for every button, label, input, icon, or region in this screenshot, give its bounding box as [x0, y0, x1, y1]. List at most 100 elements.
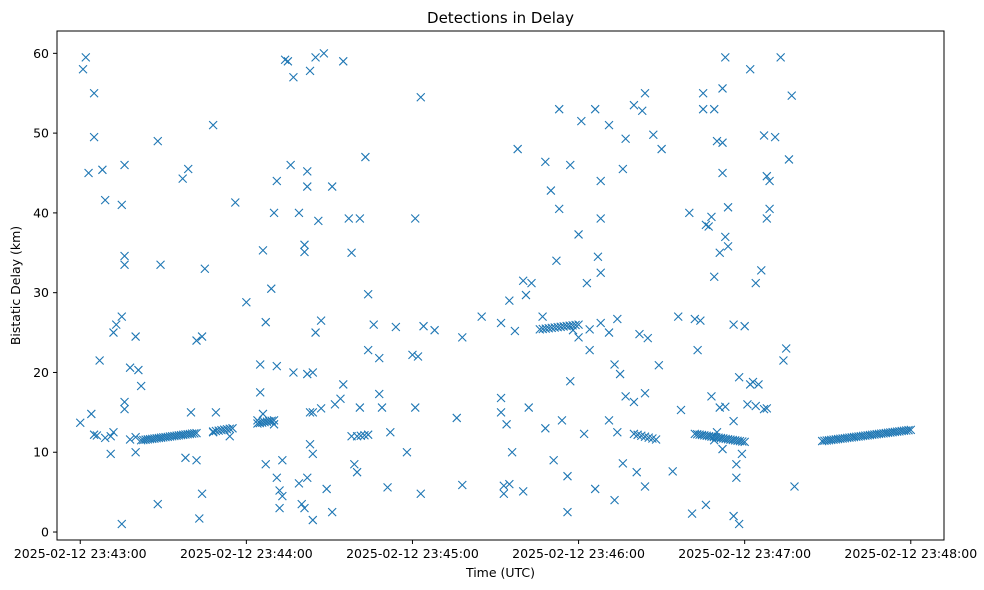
detection-marker: [718, 84, 727, 93]
detection-marker: [643, 333, 653, 343]
detection-marker: [737, 449, 747, 459]
detection-marker: [704, 222, 714, 231]
detection-marker: [635, 329, 644, 339]
detection-marker: [120, 251, 129, 261]
detection-marker: [81, 52, 91, 62]
detection-marker: [134, 365, 143, 375]
detection-marker: [225, 431, 235, 441]
data-markers: [75, 48, 916, 529]
detection-marker: [723, 242, 733, 251]
detection-marker: [657, 144, 667, 154]
detection-marker: [228, 423, 237, 433]
detection-marker: [330, 399, 340, 409]
detection-marker: [211, 407, 221, 417]
detection-marker: [709, 104, 719, 114]
detection-marker: [734, 372, 744, 382]
detection-marker: [549, 455, 559, 465]
detection-marker: [651, 435, 661, 444]
x-tick-label: 2025-02-12 23:43:00: [14, 546, 147, 561]
detection-marker: [729, 511, 738, 521]
detection-marker: [313, 216, 323, 226]
x-axis: 2025-02-12 23:43:00 2025-02-12 23:44:00 20…: [14, 540, 977, 561]
detection-marker: [289, 368, 298, 377]
detection-marker: [751, 278, 761, 288]
detection-marker: [612, 427, 622, 437]
detection-marker: [698, 88, 708, 98]
detection-marker: [275, 503, 284, 513]
detection-marker: [269, 208, 279, 218]
detection-marker: [504, 296, 514, 306]
detection-marker: [117, 200, 127, 210]
detection-marker: [720, 402, 730, 412]
detection-marker: [120, 260, 129, 270]
detection-marker: [349, 459, 359, 469]
detection-marker: [95, 356, 105, 365]
detection-marker: [153, 136, 163, 146]
detection-marker: [590, 104, 600, 114]
detection-marker: [770, 132, 780, 142]
detection-marker: [192, 336, 201, 345]
detection-marker: [316, 403, 326, 413]
detection-marker: [571, 320, 580, 330]
detection-marker: [906, 425, 916, 435]
detection-marker: [272, 473, 282, 483]
detection-marker: [513, 144, 523, 154]
detection-marker: [208, 427, 218, 437]
detection-marker: [499, 489, 509, 499]
detection-marker: [183, 164, 193, 174]
detection-marker: [781, 344, 791, 353]
detection-marker: [610, 495, 619, 505]
detection-marker: [89, 430, 99, 440]
y-tick-label: 30: [33, 285, 49, 300]
detection-marker: [654, 360, 664, 370]
detection-marker: [305, 66, 315, 76]
detection-marker: [452, 413, 462, 423]
detection-marker: [316, 316, 326, 325]
detection-marker: [563, 507, 572, 517]
detection-marker: [208, 120, 218, 130]
detection-marker: [120, 160, 129, 170]
detection-marker: [734, 519, 744, 529]
detection-marker: [596, 176, 606, 186]
detection-marker: [78, 64, 88, 74]
detection-marker: [355, 403, 365, 412]
detection-marker: [305, 439, 315, 449]
detection-marker: [106, 449, 116, 459]
detection-marker: [197, 489, 207, 499]
detection-marker: [430, 325, 440, 335]
detection-marker: [790, 482, 799, 491]
detection-marker: [701, 220, 711, 230]
detection-marker: [131, 332, 141, 341]
detection-marker: [311, 52, 320, 62]
detection-marker: [593, 252, 603, 262]
detection-marker: [693, 345, 702, 355]
detection-marker: [266, 284, 276, 294]
detection-marker: [272, 176, 282, 186]
detection-marker: [89, 88, 99, 98]
detection-marker: [178, 174, 188, 183]
detection-marker: [579, 429, 589, 439]
detection-marker: [305, 407, 315, 417]
detection-marker: [109, 427, 118, 437]
detection-marker: [286, 160, 296, 170]
detection-marker: [100, 433, 110, 443]
detection-marker: [153, 499, 163, 509]
y-tick-label: 40: [33, 205, 49, 220]
detection-marker: [120, 404, 129, 414]
detection-marker: [302, 369, 312, 379]
detection-marker: [344, 214, 354, 223]
detection-marker: [416, 92, 426, 102]
detection-marker: [731, 459, 741, 469]
detection-marker: [698, 104, 708, 114]
detection-marker: [731, 473, 741, 483]
detection-marker: [590, 484, 600, 494]
detection-marker: [565, 376, 575, 386]
detection-marker: [300, 503, 309, 513]
detection-marker: [904, 425, 913, 435]
detection-marker: [574, 320, 583, 329]
detection-marker: [720, 232, 730, 242]
detection-marker: [327, 507, 337, 517]
x-tick-label: 2025-02-12 23:45:00: [346, 546, 479, 561]
detection-marker: [618, 459, 628, 468]
detection-marker: [294, 478, 304, 488]
